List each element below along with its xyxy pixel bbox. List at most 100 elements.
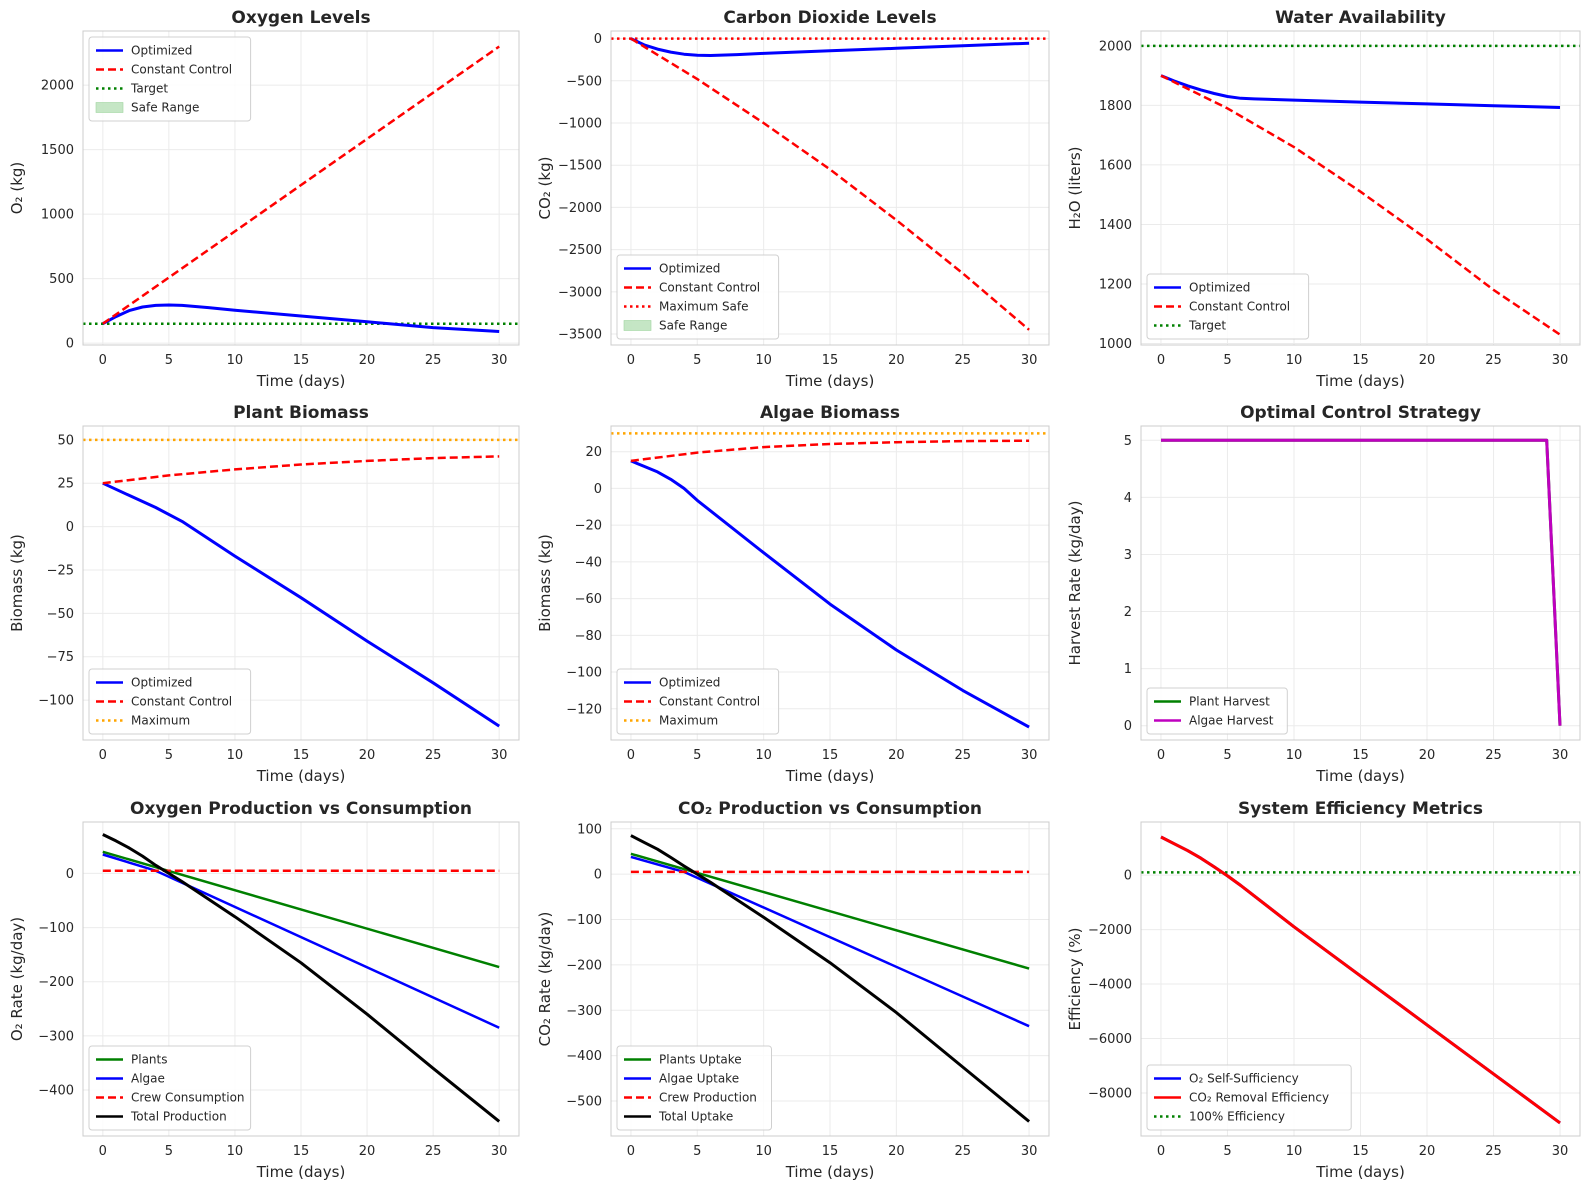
legend-label: Crew Production xyxy=(659,1091,757,1105)
legend-item: Optimized xyxy=(96,44,192,58)
y-tick-label: 0 xyxy=(594,482,602,497)
legend-item: Algae Harvest xyxy=(1154,714,1274,728)
axes-frame xyxy=(1140,425,1581,741)
y-tick-label: −75 xyxy=(47,650,74,665)
axes-frame xyxy=(610,30,1050,346)
chart-oxygen-levels: 0 5 10 15 20 25 30 0 500 1000 1500 2000 Oxygen Level… xyxy=(8,8,520,390)
series-constant-control xyxy=(1160,74,1561,336)
legend-item: Constant Control xyxy=(624,695,760,709)
legend-label: Plant Harvest xyxy=(1189,695,1270,709)
x-tick-label: 25 xyxy=(425,748,442,763)
legend-box xyxy=(616,254,780,340)
y-tick-label: −20 xyxy=(575,519,602,534)
y-tick-label: 0 xyxy=(66,337,74,352)
x-tick-label: 25 xyxy=(425,353,442,368)
chart-optimal-control: 0 5 10 15 20 25 30 0 1 2 3 4 5 Optimal Control Strate… xyxy=(1066,403,1581,785)
x-tick-label: 25 xyxy=(954,748,971,763)
x-tick-label: 30 xyxy=(491,748,508,763)
legend-item: Plant Harvest xyxy=(1154,695,1270,709)
legend-item: Constant Control xyxy=(624,281,760,295)
legend-box xyxy=(88,36,252,122)
y-tick-label: −80 xyxy=(575,629,602,644)
chart-water-availability: 0 5 10 15 20 25 30 1000 1200 1400 1600 1800 2000 Wate… xyxy=(1066,8,1581,390)
y-tick-label: −300 xyxy=(566,1004,602,1019)
y-tick-label: −3500 xyxy=(558,328,602,343)
y-tick-label: −8000 xyxy=(1088,1086,1132,1101)
legend-label: Algae Harvest xyxy=(1189,714,1274,728)
y-tick-label: 100 xyxy=(577,822,602,837)
x-tick-label: 5 xyxy=(1223,1144,1231,1159)
x-tick-label: 15 xyxy=(293,748,310,763)
legend-label: Constant Control xyxy=(659,695,760,709)
legend-item: O₂ Self-Sufficiency xyxy=(1154,1072,1299,1086)
x-tick-label: 5 xyxy=(165,353,173,368)
y-tick-label: 1600 xyxy=(1099,158,1132,173)
chart-title: Water Availability xyxy=(1275,8,1446,28)
legend-label: Constant Control xyxy=(131,695,232,709)
series-optimized xyxy=(102,303,500,333)
legend-item: Target xyxy=(96,82,168,96)
legend-label: Total Production xyxy=(130,1110,227,1124)
y-tick-label: −400 xyxy=(566,1049,602,1064)
chart-o2-prod-cons: 0 5 10 15 20 25 30 0 −100 −200 −300 −400 Oxygen Prod… xyxy=(8,799,520,1181)
y-axis-label: Harvest Rate (kg/day) xyxy=(1066,501,1084,666)
y-tick-label: −500 xyxy=(566,74,602,89)
plot-area xyxy=(1141,44,1580,336)
legend-label: Optimized xyxy=(1189,281,1250,295)
y-tick-label: 4 xyxy=(1124,491,1132,506)
y-tick-label: −1000 xyxy=(558,117,602,132)
legend-label: Safe Range xyxy=(659,319,727,333)
series-optimized xyxy=(630,459,1030,729)
y-tick-label: −2000 xyxy=(558,201,602,216)
plot-area xyxy=(83,45,519,333)
x-axis-label: Time (days) xyxy=(256,767,346,785)
legend-label: Algae Uptake xyxy=(659,1072,739,1086)
legend: Plants Uptake Algae Uptake Crew Production… xyxy=(616,1045,772,1131)
x-tick-label: 20 xyxy=(359,748,376,763)
x-tick-label: 0 xyxy=(1157,353,1165,368)
y-tick-label: 25 xyxy=(57,477,74,492)
x-tick-label: 20 xyxy=(359,353,376,368)
plot-area xyxy=(611,37,1049,331)
legend-label: Safe Range xyxy=(131,101,199,115)
x-tick-label: 15 xyxy=(822,748,839,763)
y-tick-label: 5 xyxy=(1124,434,1132,449)
series-constant-control xyxy=(630,37,1030,331)
x-tick-label: 0 xyxy=(99,1144,107,1159)
legend-box xyxy=(1146,1064,1352,1131)
y-tick-label: −100 xyxy=(566,666,602,681)
y-tick-label: −50 xyxy=(47,607,74,622)
x-tick-label: 30 xyxy=(1021,1144,1038,1159)
y-tick-label: 1200 xyxy=(1099,277,1132,292)
x-tick-label: 10 xyxy=(227,748,244,763)
legend-label: Algae xyxy=(131,1072,165,1086)
x-tick-label: 25 xyxy=(425,1144,442,1159)
x-tick-label: 25 xyxy=(954,353,971,368)
legend-label: Total Uptake xyxy=(658,1110,733,1124)
x-tick-label: 20 xyxy=(888,748,905,763)
y-tick-label: 1000 xyxy=(1099,337,1132,352)
legend-item: Optimized xyxy=(624,262,720,276)
y-tick-label: −4000 xyxy=(1088,978,1132,993)
legend-item: Constant Control xyxy=(1154,300,1290,314)
x-tick-label: 5 xyxy=(165,748,173,763)
y-tick-label: 1400 xyxy=(1099,218,1132,233)
legend-item: 100% Efficiency xyxy=(1154,1110,1285,1124)
legend-item: Plants xyxy=(96,1053,168,1067)
legend-label: Constant Control xyxy=(1189,300,1290,314)
x-tick-label: 5 xyxy=(693,353,701,368)
legend: Optimized Constant Control Maximum xyxy=(616,668,780,735)
y-axis-label: Biomass (kg) xyxy=(8,534,26,632)
legend-label: Maximum xyxy=(659,714,718,728)
series-optimized xyxy=(630,37,1030,57)
y-tick-label: −120 xyxy=(566,702,602,717)
x-tick-label: 15 xyxy=(293,353,310,368)
y-tick-label: 1000 xyxy=(41,208,74,223)
y-tick-label: −1500 xyxy=(558,159,602,174)
x-tick-label: 15 xyxy=(293,1144,310,1159)
x-tick-label: 15 xyxy=(1352,353,1369,368)
x-tick-label: 15 xyxy=(822,353,839,368)
legend-item: Constant Control xyxy=(96,695,232,709)
chart-title: Oxygen Levels xyxy=(231,8,370,28)
legend-label: Optimized xyxy=(659,262,720,276)
